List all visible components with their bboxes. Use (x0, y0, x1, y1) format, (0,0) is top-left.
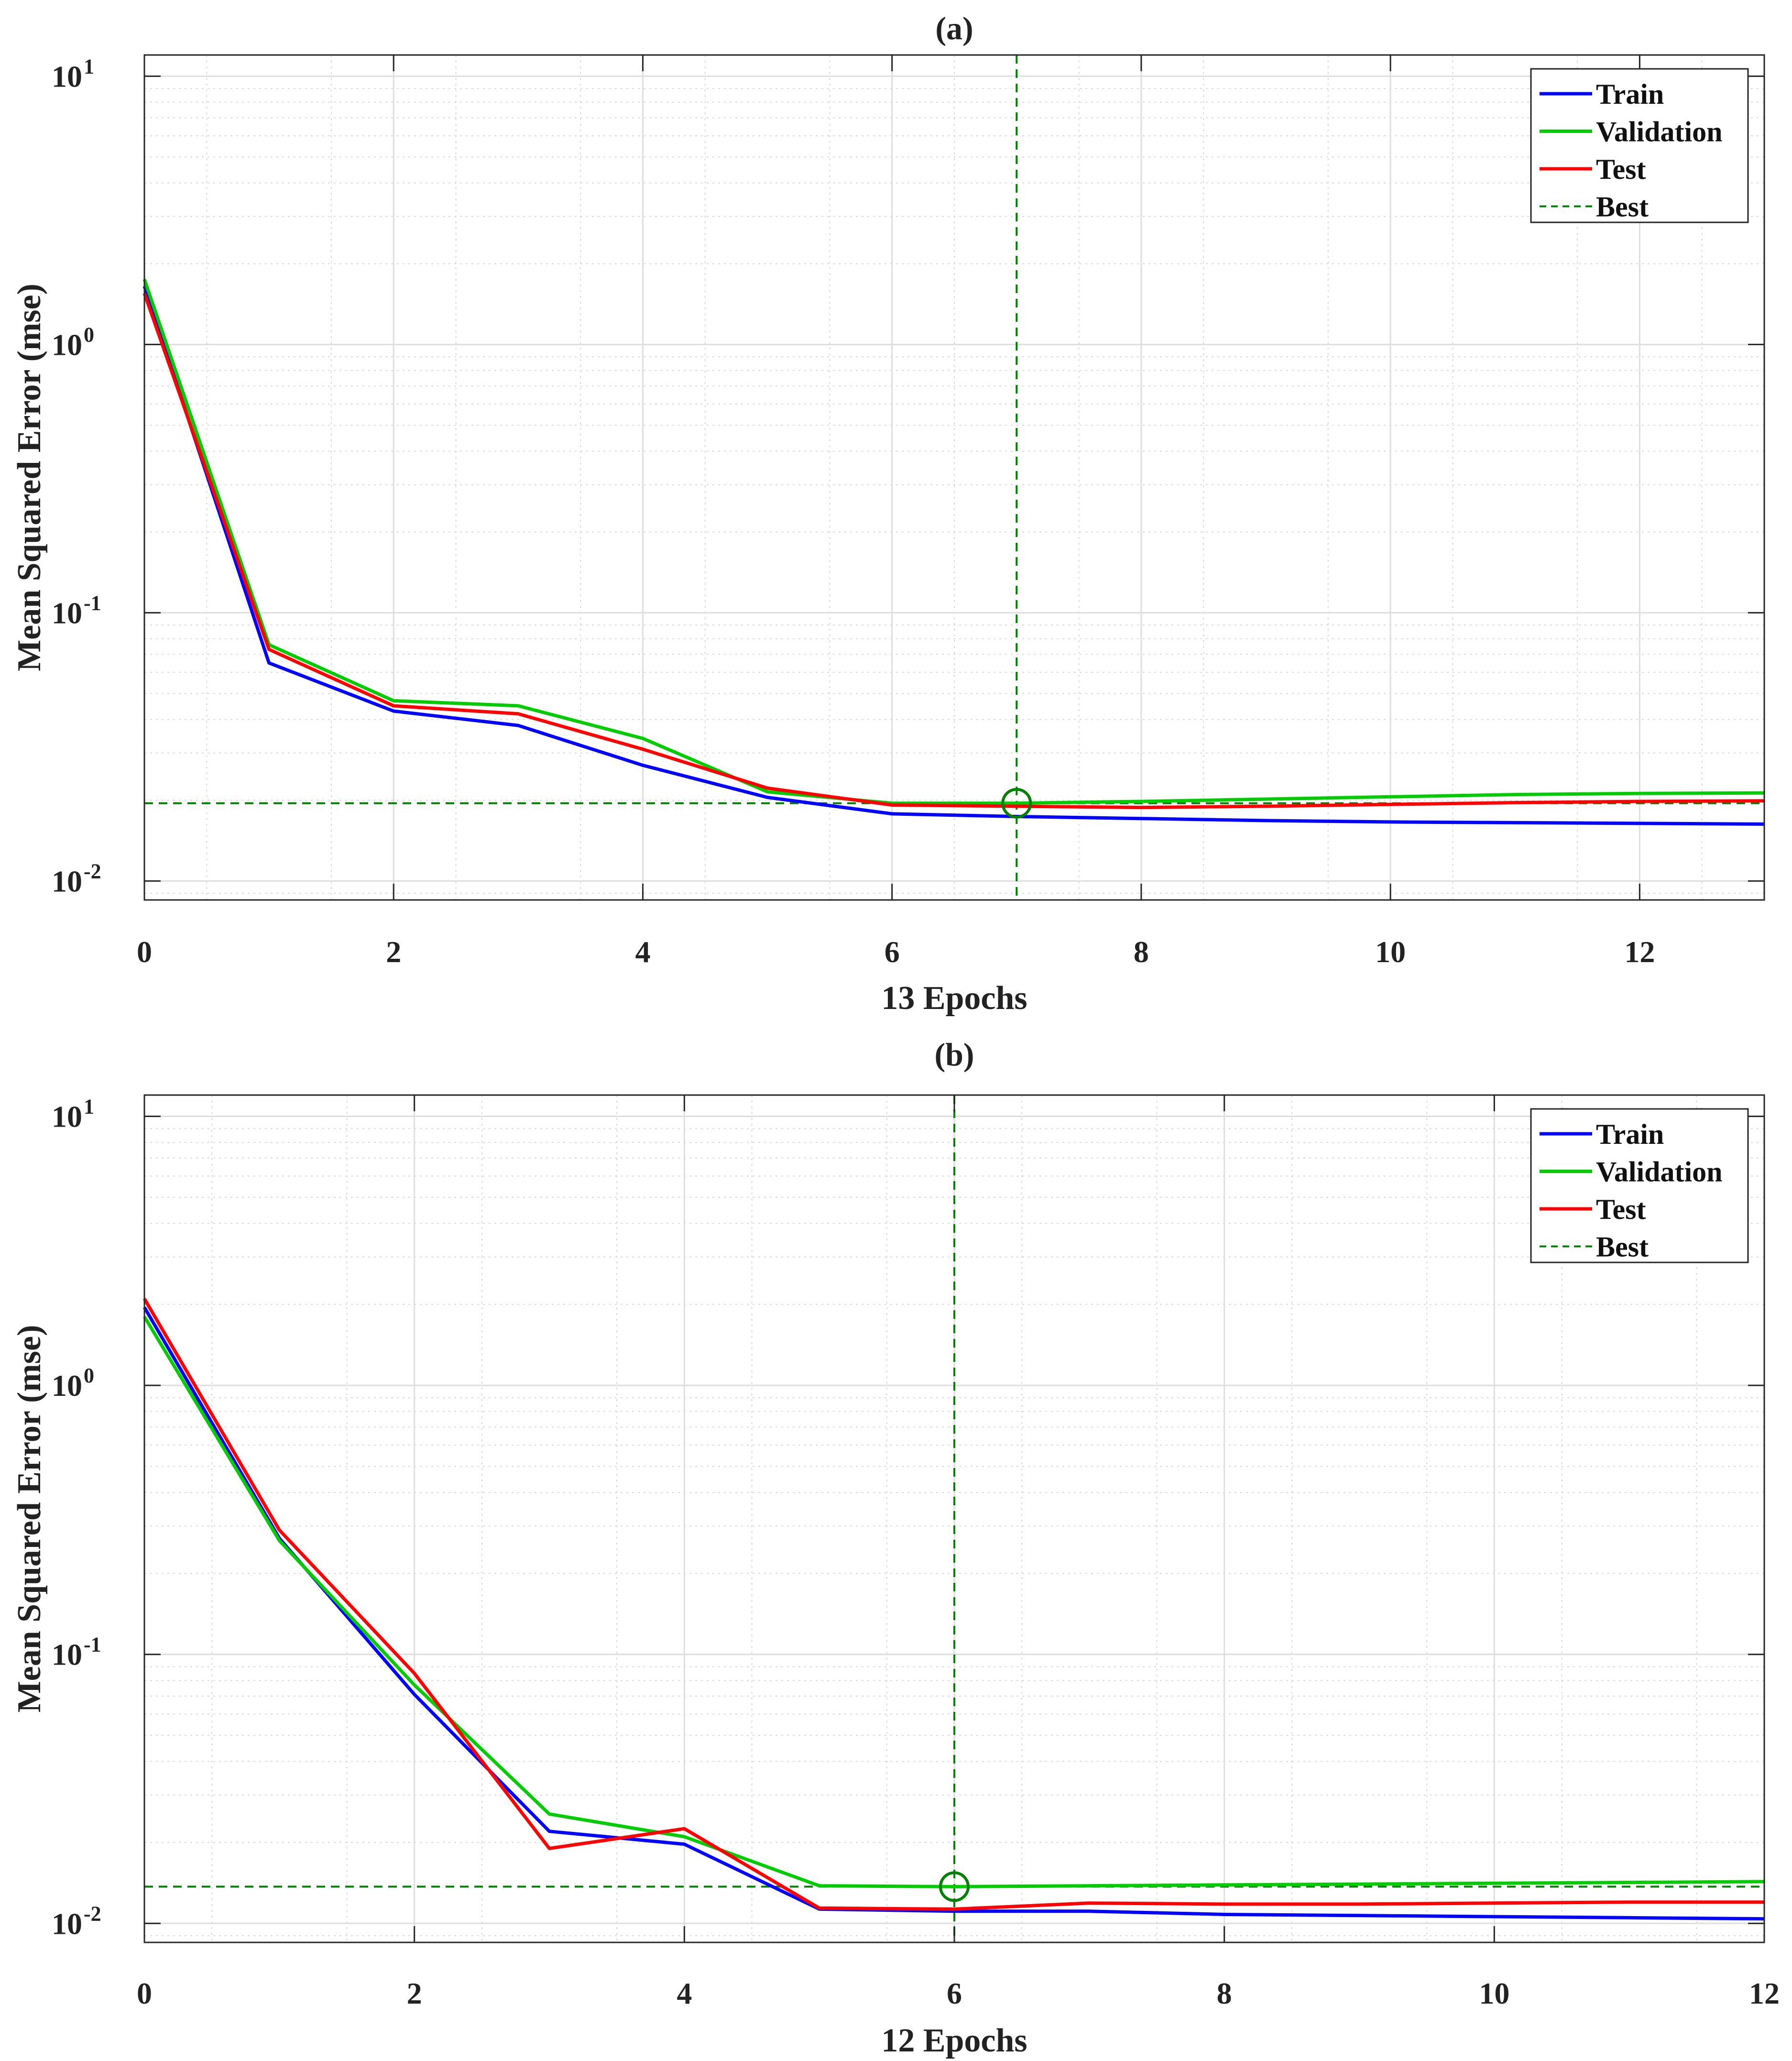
legend-label-train: Train (1596, 1118, 1664, 1150)
y-tick-label: 10 (52, 1907, 82, 1940)
x-tick-label: 10 (1375, 935, 1406, 969)
legend-label-best: Best (1596, 191, 1649, 223)
series-line-test (142, 293, 1765, 810)
y-tick-base: 10 (52, 1369, 82, 1403)
axes-box (143, 54, 1765, 901)
series-line-validation (143, 1316, 1765, 1888)
y-tick-label: 10 (52, 1100, 82, 1134)
y-tick-label: 10 (52, 59, 82, 93)
x-tick-label: 10 (1479, 1976, 1509, 2010)
x-tick-label: 4 (635, 935, 650, 969)
x-tick-label: 0 (137, 935, 152, 969)
y-tick-exponent: -1 (84, 1633, 101, 1656)
y-axis-label: Mean Squared Error (mse) (11, 284, 48, 671)
y-tick-label: 10 (52, 1369, 82, 1403)
x-tick-label: 8 (1134, 935, 1149, 969)
x-axis-label: 12 Epochs (881, 2022, 1027, 2059)
series-line-test (142, 1298, 1764, 1911)
series-line-validation (142, 278, 1765, 805)
y-tick-base: 10 (52, 328, 82, 362)
x-tick-label: 2 (386, 935, 401, 969)
plot-area (144, 55, 1764, 900)
y-tick-base: 10 (52, 1638, 82, 1672)
x-tick-label: 12 (1749, 1976, 1780, 2010)
legend-label-validation: Validation (1596, 1156, 1723, 1188)
x-axis-label: 13 Epochs (881, 980, 1027, 1017)
legend-label-test: Test (1596, 1194, 1646, 1225)
y-tick-base: 10 (52, 864, 82, 898)
y-tick-base: 10 (52, 1907, 82, 1940)
x-tick-label: 4 (677, 1976, 692, 2010)
x-tick-label: 0 (137, 1976, 152, 2010)
y-tick-exponent: 0 (84, 1364, 94, 1387)
x-tick-label: 6 (947, 1976, 962, 2010)
y-tick-base: 10 (52, 596, 82, 630)
y-tick-exponent: -1 (84, 591, 101, 614)
chart-title: (b) (934, 1036, 974, 1073)
legend: Train Validation Test Best (1530, 68, 1749, 223)
best-marker (1001, 788, 1032, 819)
x-tick-label: 6 (885, 935, 900, 969)
y-tick-exponent: 1 (84, 1095, 94, 1118)
x-tick-label: 2 (407, 1976, 422, 2010)
legend-label-validation: Validation (1596, 116, 1723, 148)
y-tick-label: 10 (52, 596, 82, 630)
legend-label-train: Train (1596, 78, 1664, 110)
y-tick-label: 10 (52, 1638, 82, 1672)
y-tick-label: 10 (52, 864, 82, 898)
legend-label-test: Test (1596, 153, 1646, 185)
y-tick-exponent: -2 (84, 1902, 101, 1925)
series-line-train (142, 1306, 1765, 1921)
legend: Train Validation Test Best (1530, 1108, 1749, 1263)
x-tick-label: 8 (1217, 1976, 1232, 2010)
y-tick-exponent: -2 (84, 859, 101, 883)
y-tick-base: 10 (52, 59, 82, 93)
y-axis-label: Mean Squared Error (mse) (11, 1325, 48, 1713)
legend-label-best: Best (1596, 1231, 1649, 1263)
x-tick-label: 12 (1624, 935, 1655, 969)
chart-title: (a) (935, 10, 973, 46)
y-tick-exponent: 0 (84, 323, 94, 346)
series-line-train (142, 285, 1765, 826)
best-marker (939, 1871, 970, 1902)
y-tick-base: 10 (52, 1100, 82, 1134)
y-tick-label: 10 (52, 328, 82, 362)
y-tick-exponent: 1 (84, 55, 94, 78)
minor-grid (144, 55, 1764, 900)
